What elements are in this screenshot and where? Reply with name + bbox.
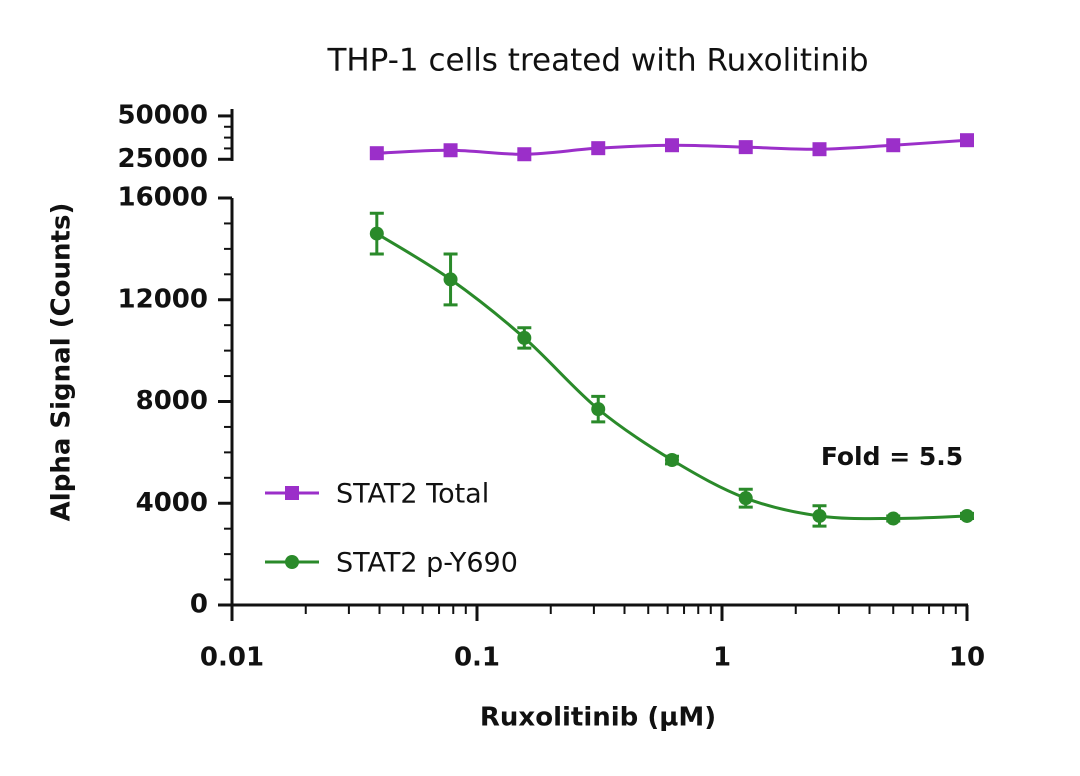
data-point (812, 142, 827, 157)
x-tick-label: 1 (713, 643, 731, 673)
x-tick-label: 0.01 (200, 643, 264, 673)
data-point (591, 402, 606, 417)
legend-marker (285, 486, 299, 500)
data-point (443, 143, 458, 158)
y-axis-label: Alpha Signal (Counts) (47, 203, 77, 522)
data-point (812, 508, 827, 523)
data-point (886, 511, 901, 526)
data-point (591, 141, 606, 156)
legend-marker (285, 555, 299, 569)
x-axis-label: Ruxolitinib (µM) (480, 703, 716, 733)
data-point (369, 226, 384, 241)
y-tick-label: 12000 (118, 284, 208, 314)
data-point (738, 491, 753, 506)
chart-title: THP-1 cells treated with Ruxolitinib (326, 43, 868, 79)
data-point (664, 138, 679, 153)
data-point (664, 453, 679, 468)
data-point (738, 140, 753, 155)
y-tick-label: 16000 (118, 183, 208, 213)
data-point (369, 146, 384, 161)
y-tick-label: 0 (190, 590, 208, 620)
y-tick-label: 4000 (136, 488, 208, 518)
x-tick-label: 10 (949, 643, 985, 673)
y2-tick-label: 50000 (118, 100, 208, 130)
x-tick-label: 0.1 (454, 643, 500, 673)
data-point (960, 133, 974, 148)
annotation: Fold = 5.5 (821, 442, 963, 471)
data-point (517, 330, 532, 345)
legend-label: STAT2 p-Y690 (336, 548, 518, 579)
y2-tick-label: 25000 (118, 144, 208, 174)
data-point (960, 508, 974, 523)
data-point (517, 147, 532, 162)
series-line (376, 232, 968, 521)
data-point (886, 138, 901, 153)
y-tick-label: 8000 (136, 386, 208, 416)
legend-label: STAT2 Total (336, 479, 489, 510)
data-point (443, 272, 458, 287)
